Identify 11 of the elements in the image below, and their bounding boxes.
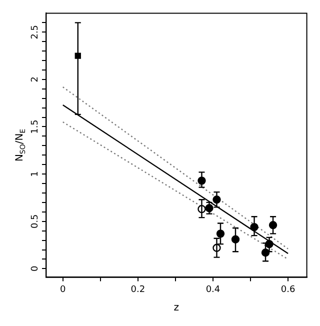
- y-tick-label: 0.5: [30, 214, 40, 229]
- x-tick-label: 0.2: [130, 284, 146, 295]
- x-tick-label: 0.6: [280, 284, 296, 295]
- y-tick-label: 2: [30, 76, 40, 82]
- x-axis-title: z: [174, 302, 180, 314]
- y-tick-label: 0: [30, 266, 40, 272]
- x-tick-label: 0: [60, 284, 66, 295]
- y-tick-label: 2.5: [30, 24, 40, 40]
- y-tick-label: 1: [30, 171, 40, 177]
- y-tick-label: 1.5: [30, 120, 40, 134]
- x-tick-label: 0.4: [206, 284, 220, 295]
